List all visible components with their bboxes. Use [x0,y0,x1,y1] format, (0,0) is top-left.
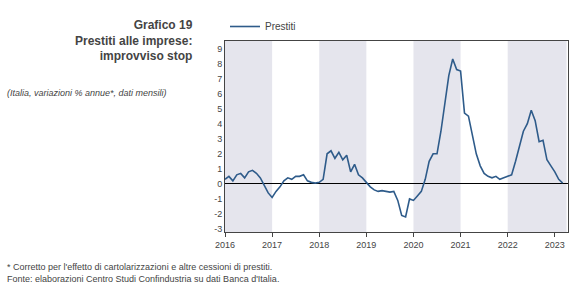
svg-text:2023: 2023 [545,240,565,250]
svg-text:2019: 2019 [356,240,376,250]
svg-text:2020: 2020 [403,240,423,250]
svg-text:6: 6 [217,89,222,99]
svg-text:* Corretto per l'effetto di ca: * Corretto per l'effetto di cartolarizza… [7,262,272,272]
svg-text:9: 9 [217,44,222,54]
svg-text:-1: -1 [214,194,222,204]
svg-text:2021: 2021 [451,240,471,250]
svg-text:(Italia, variazioni % annue*,: (Italia, variazioni % annue*, dati mensi… [7,88,167,98]
svg-text:2: 2 [217,149,222,159]
svg-text:Fonte: elaborazioni Centro Stu: Fonte: elaborazioni Centro Studi Confind… [7,274,279,284]
svg-text:-3: -3 [214,224,222,234]
svg-text:2022: 2022 [498,240,518,250]
svg-text:Prestiti: Prestiti [265,21,296,32]
svg-text:-2: -2 [214,209,222,219]
svg-text:8: 8 [217,59,222,69]
svg-text:2018: 2018 [309,240,329,250]
svg-text:2016: 2016 [215,240,235,250]
svg-text:2017: 2017 [262,240,282,250]
svg-text:4: 4 [217,119,222,129]
svg-text:5: 5 [217,104,222,114]
svg-text:Grafico 19Prestiti alle impres: Grafico 19Prestiti alle imprese:improvvi… [75,18,193,63]
svg-text:0: 0 [217,179,222,189]
svg-text:7: 7 [217,74,222,84]
svg-text:1: 1 [217,164,222,174]
svg-text:3: 3 [217,134,222,144]
